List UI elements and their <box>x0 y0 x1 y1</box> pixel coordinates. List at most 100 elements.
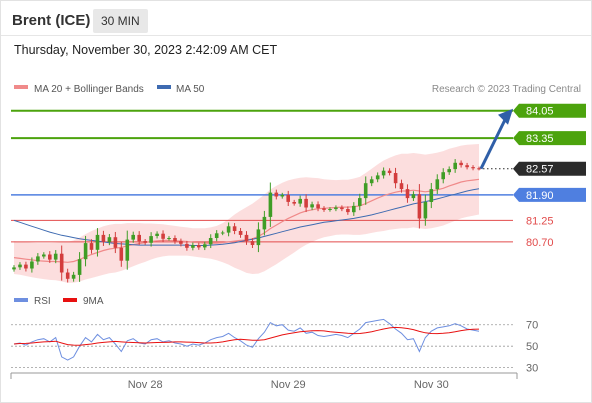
candle-body <box>53 253 58 260</box>
legend-ma20-label: MA 20 + Bollinger Bands <box>34 84 144 95</box>
candle-body <box>167 238 171 239</box>
candle-body <box>191 245 195 248</box>
candle-body <box>149 236 153 243</box>
level-tag-81.90 <box>513 187 586 202</box>
projection-arrow-shaft <box>479 119 507 170</box>
candle-body <box>369 179 374 184</box>
projection-arrow-head <box>498 108 513 125</box>
candle-body <box>316 204 320 209</box>
candle-body <box>310 204 314 208</box>
candle-body <box>71 274 76 279</box>
candle-body <box>232 226 237 231</box>
candle-body <box>417 194 422 219</box>
candle-body <box>393 173 398 184</box>
candle-body <box>95 234 100 250</box>
candle-body <box>441 172 445 180</box>
candle-body <box>268 192 273 217</box>
level-tag-84.05 <box>513 103 586 118</box>
candle-body <box>435 179 440 190</box>
candle-body <box>238 231 243 235</box>
legend-rsi-swatch <box>14 298 28 302</box>
candle-body <box>65 272 70 279</box>
candle-body <box>292 202 296 204</box>
legend-9ma-swatch <box>63 298 77 302</box>
candle-body <box>340 207 344 210</box>
rsi-panel: 70 50 30 <box>11 318 538 375</box>
candle-body <box>161 233 165 239</box>
level-label-84.05: 84.05 <box>526 106 554 118</box>
candle-body <box>453 162 457 170</box>
candle-body <box>256 229 261 246</box>
candle-body <box>220 232 225 234</box>
candle-body <box>208 238 213 245</box>
credit-text: Research © 2023 Trading Central <box>432 84 581 95</box>
candle-body <box>12 267 16 270</box>
time-axis: Nov 28 Nov 29 Nov 30 <box>10 372 518 391</box>
candle-body <box>143 241 147 243</box>
candle-body <box>203 244 207 248</box>
candle-body <box>429 189 434 202</box>
candle-body <box>459 162 463 166</box>
candle-body <box>363 183 368 199</box>
candle-body <box>155 233 159 236</box>
level-label-80.70: 80.70 <box>526 237 554 249</box>
x-tick-label: Nov 28 <box>128 379 163 391</box>
candle-body <box>24 264 28 269</box>
level-label-82.57: 82.57 <box>526 164 554 176</box>
rsi-9ma-line <box>13 326 480 346</box>
level-tag-82.57 <box>513 161 586 176</box>
candle-body <box>399 183 404 190</box>
candle-body <box>36 256 40 262</box>
candle-body <box>113 237 118 248</box>
candle-body <box>185 243 189 248</box>
candle-body <box>304 198 308 208</box>
candle-body <box>346 209 350 213</box>
candle-body <box>125 239 130 261</box>
candle-body <box>59 253 64 273</box>
candle-body <box>358 198 362 206</box>
candle-body <box>173 238 177 242</box>
rsi-line <box>13 318 480 361</box>
interval-badge[interactable]: 30 MIN <box>93 9 148 33</box>
header-divider <box>1 35 591 36</box>
candle-body <box>387 170 392 173</box>
candle-body <box>477 168 481 170</box>
candle-body <box>131 234 135 240</box>
rsi-tick-30: 30 <box>526 363 538 375</box>
candle-body <box>137 234 141 242</box>
x-tick-label: Nov 29 <box>271 379 306 391</box>
legend-ma50-swatch <box>157 85 171 89</box>
level-label-81.90: 81.90 <box>526 190 554 202</box>
candle-body <box>42 254 46 257</box>
candle-body <box>77 259 82 275</box>
price-panel: 84.05 83.35 82.57 81.90 81.25 80.70 <box>11 103 586 283</box>
candle-body <box>262 216 267 230</box>
candle-body <box>30 261 34 269</box>
legend-ma20-swatch <box>14 85 28 89</box>
datetime-label: Thursday, November 30, 2023 2:42:09 AM C… <box>14 43 278 57</box>
candle-body <box>179 241 183 244</box>
legend-rsi-label: RSI <box>34 296 51 307</box>
candle-body <box>334 207 338 210</box>
candle-body <box>375 175 380 180</box>
candle-body <box>226 226 231 233</box>
candle-body <box>119 247 124 261</box>
candle-body <box>214 233 219 238</box>
candle-body <box>471 167 475 169</box>
candle-body <box>298 198 302 204</box>
rsi-tick-70: 70 <box>526 320 538 332</box>
candle-body <box>328 209 332 210</box>
candle-body <box>83 243 88 260</box>
candle-body <box>286 194 290 202</box>
legend-9ma-label: 9MA <box>83 296 104 307</box>
candle-body <box>322 208 326 210</box>
candle-body <box>405 189 410 199</box>
x-tick-label: Nov 30 <box>414 379 449 391</box>
candle-body <box>447 169 451 173</box>
instrument-title: Brent (ICE) <box>12 12 91 29</box>
candle-body <box>244 234 249 242</box>
candle-body <box>274 192 279 197</box>
candle-body <box>423 202 428 219</box>
candle-body <box>107 237 112 242</box>
